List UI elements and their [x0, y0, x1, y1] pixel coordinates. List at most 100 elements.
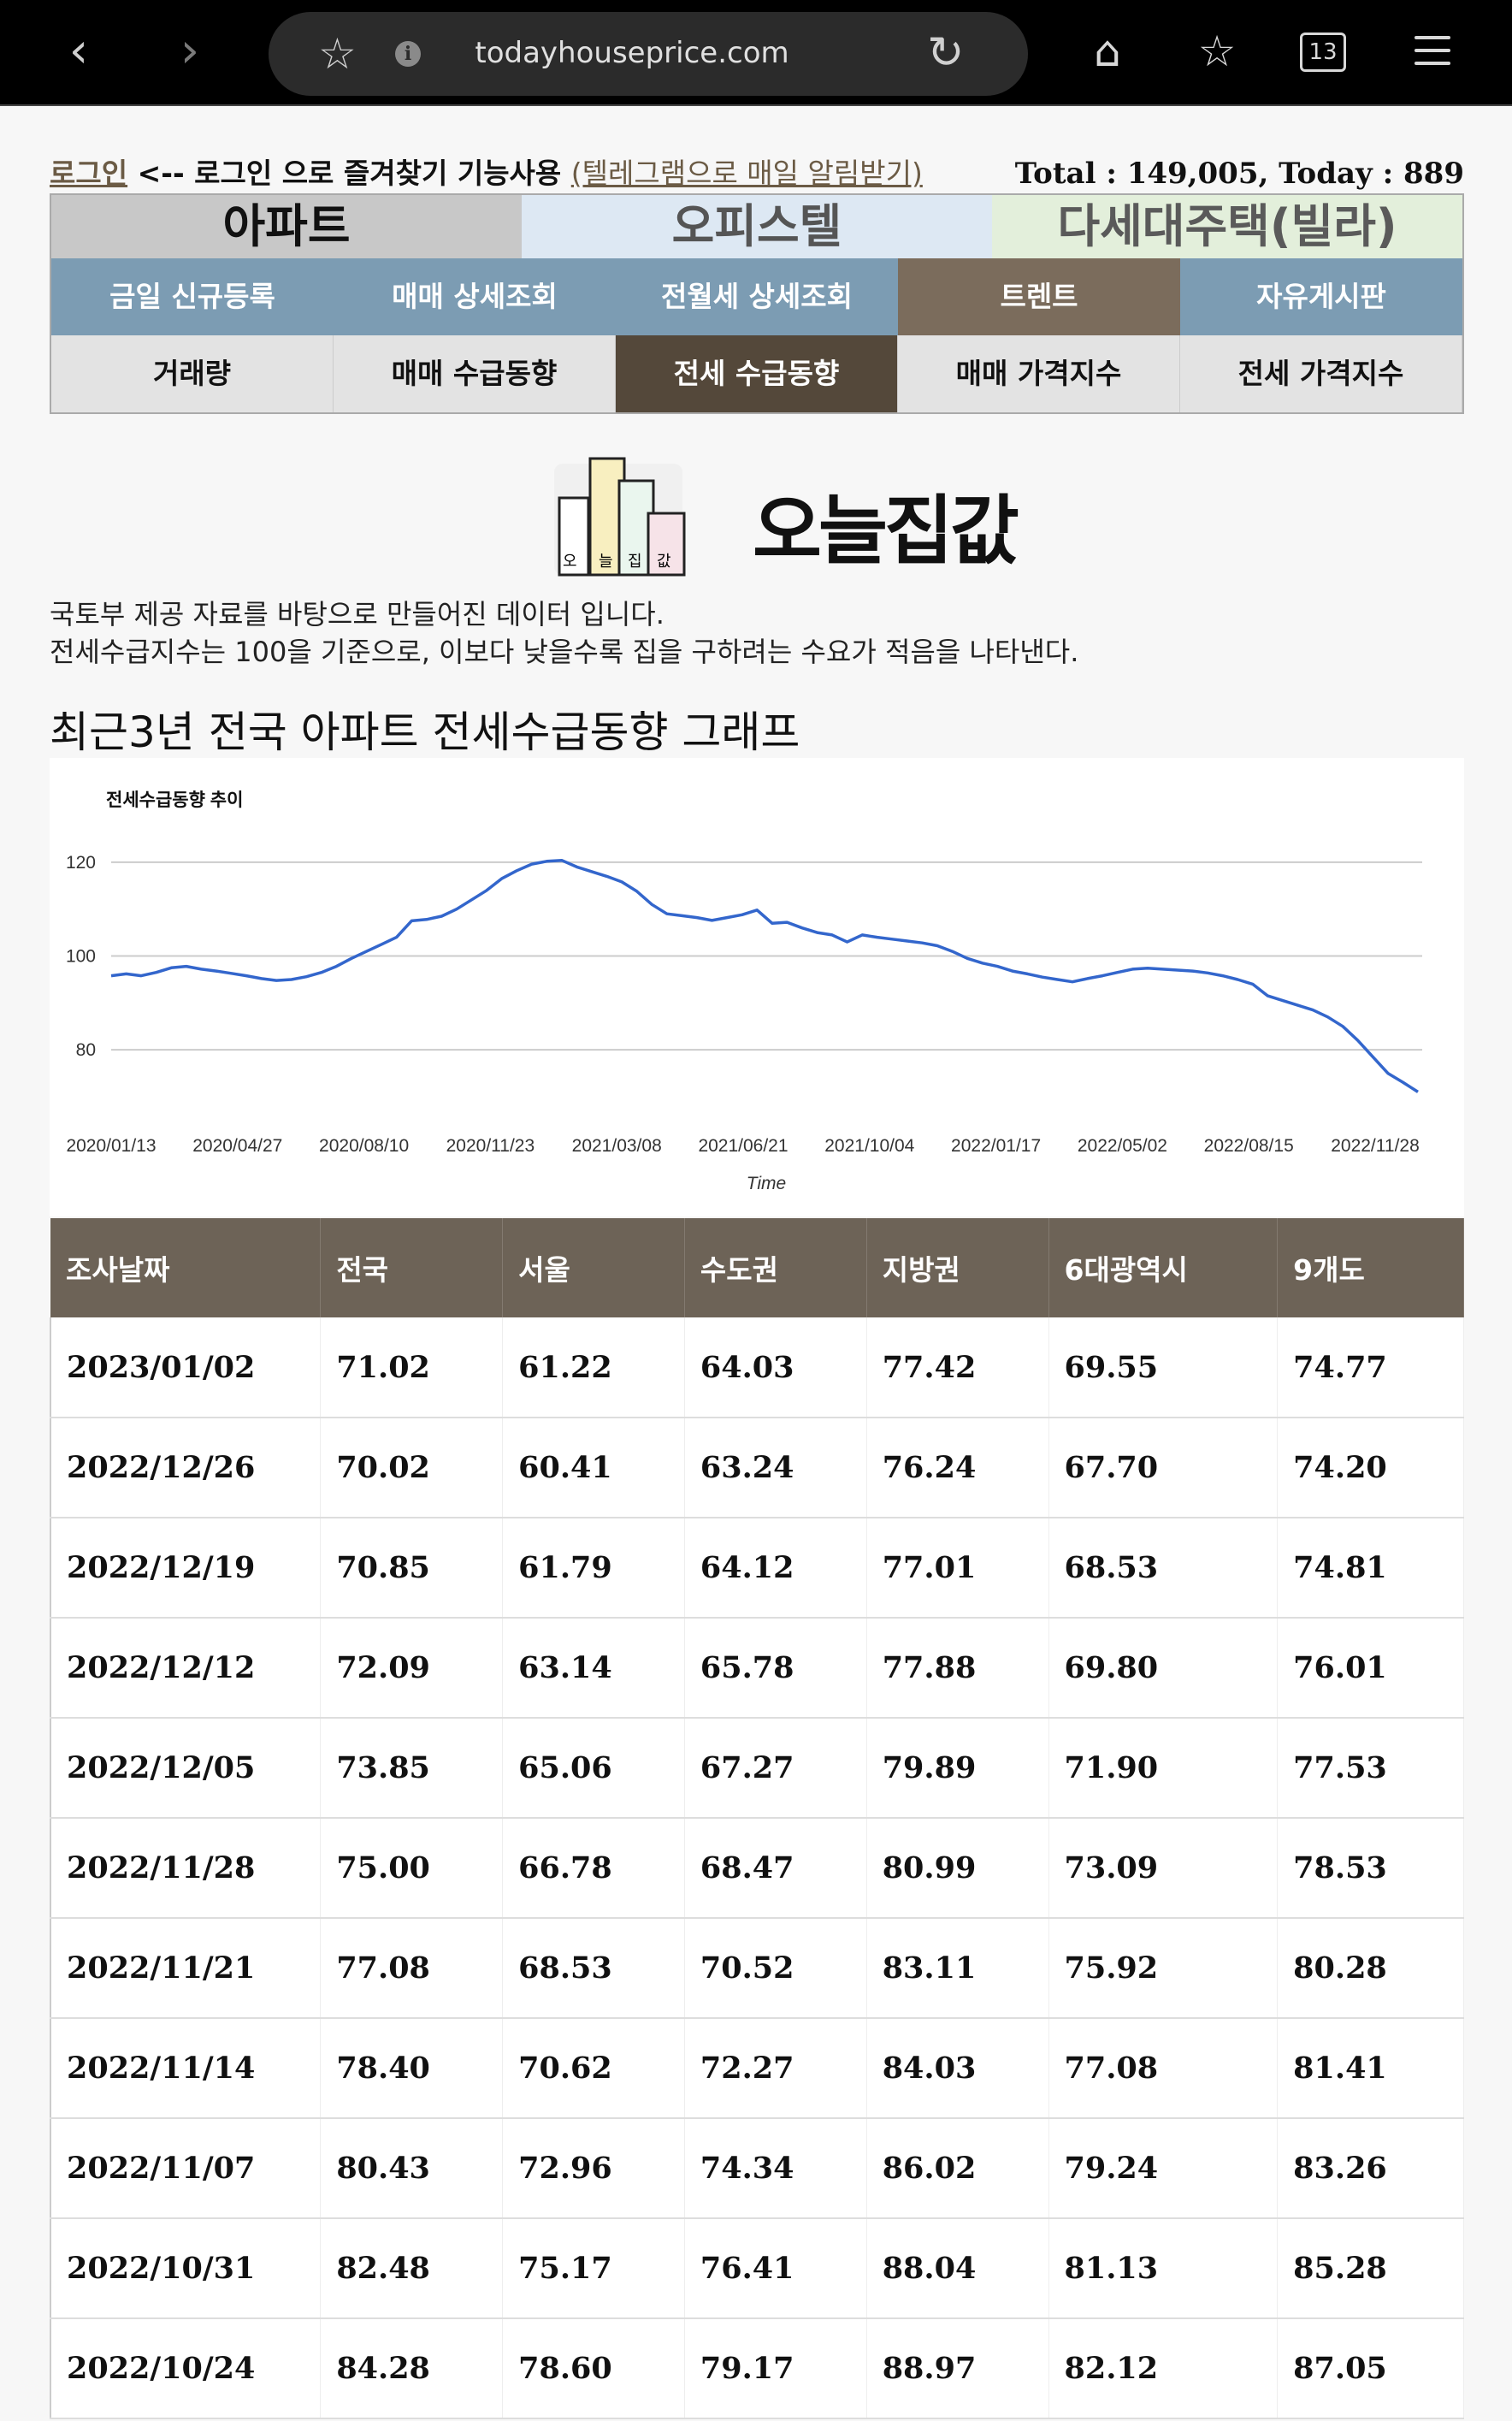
- table-cell: 2023/01/02: [50, 1317, 322, 1418]
- table-cell: 85.28: [1277, 2218, 1464, 2319]
- menu-item-1[interactable]: 매매 상세조회: [392, 280, 558, 313]
- site-logo-text: 오늘집값: [753, 486, 1019, 575]
- table-cell: 70.02: [320, 1418, 504, 1518]
- tab-count: 13: [1308, 39, 1338, 65]
- trend-item-2[interactable]: 전세 수급동향: [616, 335, 898, 412]
- trend-item-1[interactable]: 매매 수급동향: [334, 335, 616, 412]
- table-cell: 75.00: [320, 1818, 504, 1919]
- back-icon[interactable]: ‹: [68, 23, 89, 79]
- menu-item-3[interactable]: 트렌트: [898, 258, 1180, 335]
- column-header: 6대광역시: [1048, 1218, 1279, 1317]
- menu-item-0[interactable]: 금일 신규등록: [109, 280, 275, 313]
- forward-icon[interactable]: ›: [180, 23, 200, 79]
- table-cell: 69.80: [1048, 1618, 1279, 1719]
- table-cell: 82.12: [1048, 2318, 1279, 2419]
- table-cell: 2022/12/05: [50, 1718, 322, 1819]
- column-header: 지방권: [866, 1218, 1049, 1317]
- series-line: [110, 858, 1419, 1093]
- favorites-icon[interactable]: ☆: [1197, 27, 1237, 76]
- table-cell: 71.90: [1048, 1718, 1279, 1819]
- svg-text:값: 값: [657, 553, 671, 571]
- table-cell: 61.79: [502, 1518, 685, 1619]
- url-text[interactable]: todayhouseprice.com: [475, 36, 789, 70]
- table-row: 2022/12/19 70.85 61.79 64.12 77.01 68.53 74.81: [50, 1518, 1464, 1619]
- y-tick-label: 80: [76, 1040, 96, 1060]
- table-cell: 76.01: [1277, 1618, 1464, 1719]
- table-cell: 2022/10/31: [50, 2218, 322, 2319]
- table-cell: 2022/12/12: [50, 1618, 322, 1719]
- menu-item-2[interactable]: 전월세 상세조회: [660, 280, 853, 313]
- table-cell: 77.53: [1277, 1718, 1464, 1819]
- table-cell: 74.81: [1277, 1518, 1464, 1619]
- table-row: 2023/01/02 71.02 61.22 64.03 77.42 69.55 74.77: [50, 1317, 1464, 1418]
- menu-item-4[interactable]: 자유게시판: [1256, 280, 1386, 313]
- table-cell: 77.42: [866, 1317, 1049, 1418]
- table-row: 2022/12/12 72.09 63.14 65.78 77.88 69.80 76.01: [50, 1618, 1464, 1719]
- table-cell: 2022/11/07: [50, 2118, 322, 2219]
- main-navigation: 아파트 오피스텔 다세대주택(빌라) 금일 신규등록 매매 상세조회 전월세 상세조회 트…: [50, 193, 1464, 414]
- table-cell: 72.96: [502, 2118, 685, 2219]
- x-tick-label: 2021/03/08: [572, 1136, 662, 1156]
- table-cell: 77.08: [1048, 2018, 1279, 2119]
- trend-item-4[interactable]: 전세 가격지수: [1180, 335, 1462, 412]
- telegram-link[interactable]: (텔레그램으로 매일 알림받기): [570, 157, 923, 190]
- table-cell: 68.53: [502, 1918, 685, 2019]
- table-cell: 69.55: [1048, 1317, 1279, 1418]
- svg-text:오: 오: [563, 553, 577, 571]
- svg-text:집: 집: [628, 553, 642, 571]
- table-cell: 2022/11/28: [50, 1818, 322, 1919]
- table-cell: 72.27: [684, 2018, 867, 2119]
- table-cell: 67.27: [684, 1718, 867, 1819]
- table-cell: 2022/10/24: [50, 2318, 322, 2419]
- table-cell: 78.53: [1277, 1818, 1464, 1919]
- category-tab-2[interactable]: 다세대주택(빌라): [992, 195, 1462, 258]
- x-axis-label: Time: [747, 1174, 786, 1193]
- tabs-button[interactable]: 13: [1300, 33, 1346, 72]
- table-cell: 74.20: [1277, 1418, 1464, 1518]
- login-link[interactable]: 로그인: [50, 157, 128, 190]
- page-content: 로그인 <-- 로그인 으로 즐겨찾기 기능사용 (텔레그램으로 매일 알림받기…: [0, 108, 1512, 2421]
- table-cell: 64.12: [684, 1518, 867, 1619]
- table-header-row: 조사날짜 전국 서울 수도권 지방권 6대광역시 9개도: [50, 1218, 1464, 1317]
- trend-item-3[interactable]: 매매 가격지수: [898, 335, 1180, 412]
- table-row: 2022/11/07 80.43 72.96 74.34 86.02 79.24 83.26: [50, 2118, 1464, 2219]
- table-row: 2022/10/24 84.28 78.60 79.17 88.97 82.12 87.05: [50, 2318, 1464, 2419]
- x-tick-label: 2022/01/17: [951, 1136, 1041, 1156]
- table-cell: 63.24: [684, 1418, 867, 1518]
- x-tick-label: 2020/01/13: [66, 1136, 156, 1156]
- category-tabs: 아파트 오피스텔 다세대주택(빌라): [51, 195, 1462, 258]
- reload-icon[interactable]: ↻: [927, 27, 965, 79]
- table-cell: 75.17: [502, 2218, 685, 2319]
- browser-toolbar: ‹ › ☆ i todayhouseprice.com ↻ ⌂ ☆ 13: [0, 0, 1512, 106]
- trend-item-0[interactable]: 거래량: [51, 335, 334, 412]
- trend-row: 거래량 매매 수급동향 전세 수급동향 매매 가격지수 전세 가격지수: [51, 335, 1462, 412]
- menu-icon[interactable]: [1415, 36, 1450, 74]
- table-cell: 77.08: [320, 1918, 504, 2019]
- table-row: 2022/12/05 73.85 65.06 67.27 79.89 71.90 77.53: [50, 1718, 1464, 1819]
- column-header: 9개도: [1277, 1218, 1464, 1317]
- data-table: 조사날짜 전국 서울 수도권 지방권 6대광역시 9개도 2023/01/02 71.02 61…: [50, 1218, 1464, 2419]
- table-cell: 73.09: [1048, 1818, 1279, 1919]
- table-cell: 70.62: [502, 2018, 685, 2119]
- table-cell: 60.41: [502, 1418, 685, 1518]
- table-row: 2022/11/28 75.00 66.78 68.47 80.99 73.09 78.53: [50, 1818, 1464, 1919]
- description-line-1: 국토부 제공 자료를 바탕으로 만들어진 데이터 입니다.: [50, 598, 664, 630]
- table-cell: 66.78: [502, 1818, 685, 1919]
- description: 국토부 제공 자료를 바탕으로 만들어진 데이터 입니다. 전세수급지수는 10…: [50, 595, 1078, 671]
- x-tick-label: 2020/08/10: [319, 1136, 409, 1156]
- site-info-icon[interactable]: i: [395, 41, 421, 67]
- table-cell: 82.48: [320, 2218, 504, 2319]
- y-tick-label: 120: [66, 853, 96, 873]
- x-tick-label: 2022/05/02: [1078, 1136, 1167, 1156]
- table-cell: 70.85: [320, 1518, 504, 1619]
- table-row: 2022/11/21 77.08 68.53 70.52 83.11 75.92 80.28: [50, 1918, 1464, 2019]
- table-cell: 87.05: [1277, 2318, 1464, 2419]
- x-tick-label: 2021/06/21: [698, 1136, 788, 1156]
- table-cell: 76.41: [684, 2218, 867, 2319]
- bookmark-star-icon[interactable]: ☆: [318, 29, 357, 79]
- home-icon[interactable]: ⌂: [1094, 27, 1121, 76]
- category-tab-0[interactable]: 아파트: [51, 195, 522, 258]
- address-bar[interactable]: ☆ i todayhouseprice.com ↻: [269, 12, 1028, 96]
- category-tab-1[interactable]: 오피스텔: [522, 195, 992, 258]
- table-cell: 78.40: [320, 2018, 504, 2119]
